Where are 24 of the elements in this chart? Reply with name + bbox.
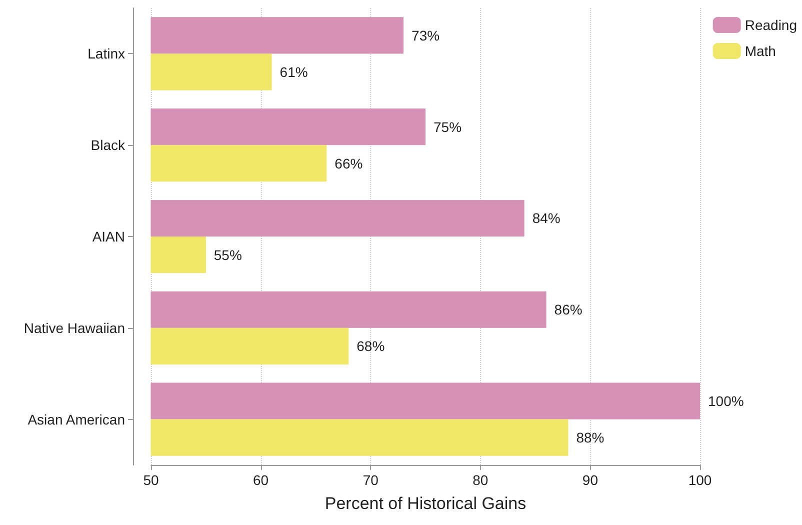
x-tick-label: 60 — [253, 472, 269, 488]
legend-label: Reading — [744, 17, 798, 33]
x-tick-label: 100 — [688, 472, 712, 488]
x-axis-title: Percent of Historical Gains — [324, 494, 526, 513]
data-label: 88% — [576, 430, 604, 446]
data-label: 75% — [434, 118, 462, 135]
data-label: 84% — [532, 210, 560, 226]
x-tick-label: 90 — [582, 472, 598, 488]
legend-label: Math — [744, 43, 776, 59]
data-label: 61% — [280, 64, 308, 80]
x-tick-label: 80 — [472, 472, 488, 488]
y-tick-label: Latinx — [88, 46, 125, 62]
y-tick-label: Native Hawaiian — [24, 320, 125, 336]
data-label: 100% — [708, 393, 744, 410]
y-tick-label: Asian American — [28, 411, 125, 428]
data-label: 55% — [214, 246, 242, 263]
y-tick-label: Black — [90, 137, 126, 154]
x-tick-label: 50 — [143, 472, 159, 488]
data-label: 66% — [334, 155, 363, 172]
data-label: 73% — [412, 27, 440, 44]
x-tick-label: 70 — [362, 472, 379, 488]
data-label: 68% — [356, 338, 385, 354]
data-label: 86% — [554, 302, 582, 318]
y-tick-label: AIAN — [92, 228, 125, 244]
